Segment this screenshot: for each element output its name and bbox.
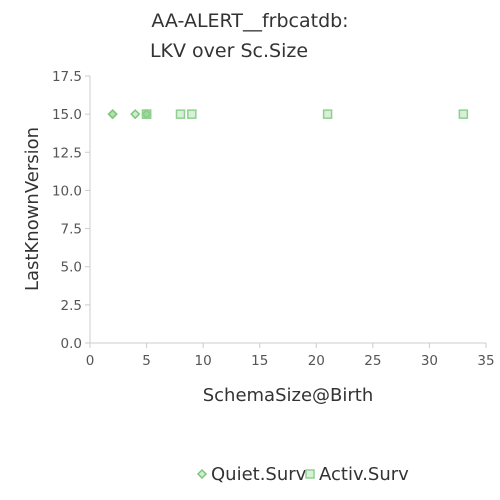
data-point xyxy=(130,109,141,120)
chart-title-line-1: AA-ALERT__frbcatdb: xyxy=(151,10,348,32)
chart-title-line-2: LKV over Sc.Size xyxy=(150,40,308,62)
legend-marker xyxy=(196,468,208,480)
x-tick-label: 15 xyxy=(251,353,268,369)
data-point xyxy=(187,109,197,119)
x-axis-label: SchemaSize@Birth xyxy=(203,385,374,406)
x-tick-label: 5 xyxy=(142,353,151,369)
y-tick-label: 12.5 xyxy=(52,145,82,161)
axes xyxy=(89,76,486,344)
x-tick-label: 25 xyxy=(364,353,381,369)
data-point xyxy=(322,109,333,119)
x-axis-ticks: 0 5 10 15 20 25 30 35 xyxy=(86,343,495,369)
x-tick-label: 20 xyxy=(308,353,325,369)
legend-marker xyxy=(305,469,315,479)
y-tick-label: 15.0 xyxy=(52,107,82,123)
x-tick-label: 10 xyxy=(195,353,212,369)
data-points xyxy=(107,109,469,120)
x-tick-label: 30 xyxy=(421,353,438,369)
y-axis-ticks: 0.0 2.5 5.0 7.5 10.0 12.5 15.0 17.5 xyxy=(52,69,90,352)
y-axis-label: LastKnownVersion xyxy=(22,127,43,291)
y-tick-label: 10.0 xyxy=(52,183,82,199)
data-point xyxy=(107,109,118,120)
y-tick-label: 2.5 xyxy=(61,298,82,314)
x-tick-label: 35 xyxy=(477,353,494,369)
data-point xyxy=(458,109,469,119)
data-point xyxy=(141,109,152,119)
x-tick-label: 0 xyxy=(86,353,95,369)
y-tick-label: 5.0 xyxy=(61,260,82,276)
legend: Quiet.Surv Activ.Surv xyxy=(196,464,409,485)
y-tick-label: 17.5 xyxy=(52,69,82,85)
legend-label: Activ.Surv xyxy=(319,464,409,485)
y-tick-label: 7.5 xyxy=(61,222,82,238)
legend-label: Quiet.Surv xyxy=(211,464,307,485)
data-point xyxy=(175,109,186,119)
y-tick-label: 0.0 xyxy=(61,336,82,352)
